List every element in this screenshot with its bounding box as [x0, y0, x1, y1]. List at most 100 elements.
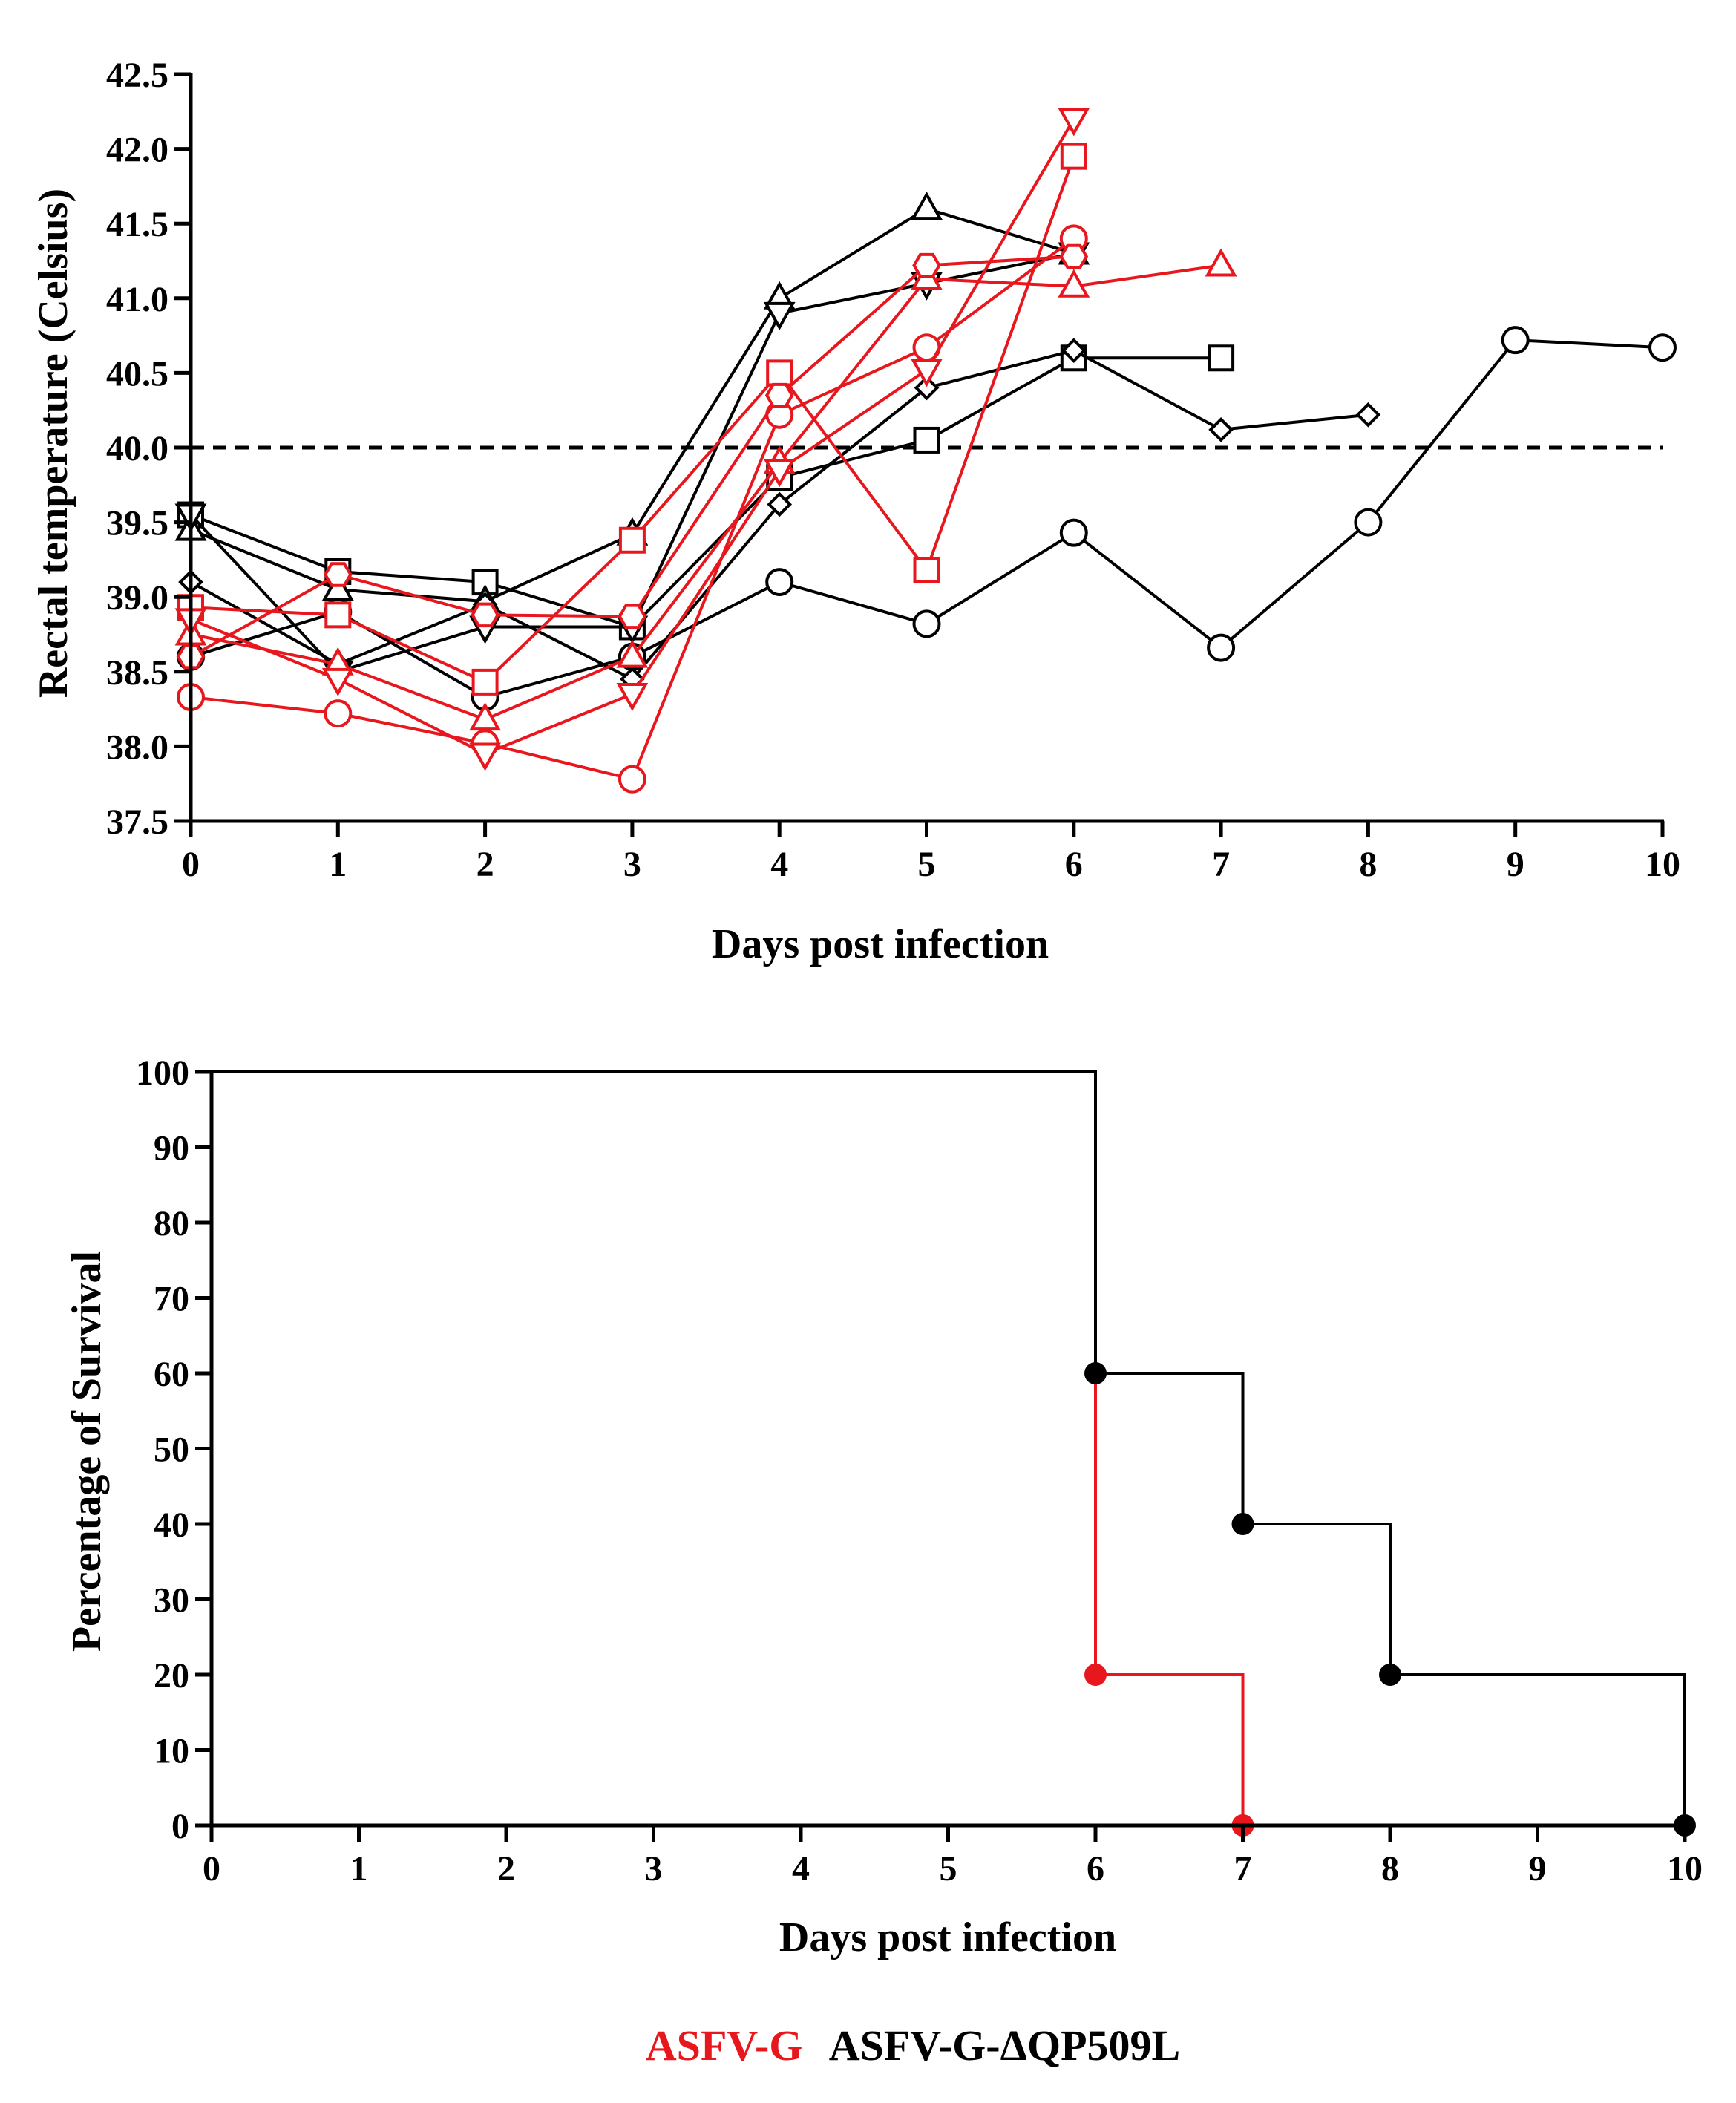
temperature-point — [766, 359, 793, 387]
survival-step-line — [212, 1070, 1245, 1825]
temperature-point — [321, 572, 354, 601]
temperature-series-red-hexagon — [176, 243, 1089, 670]
temperature-point — [1205, 248, 1237, 277]
survival-y-tick-label: 60 — [154, 1355, 189, 1394]
survival-chart: 0 10 20 30 40 50 60 70 80 90 100 0 1 2 3 4 5 6 7 8 9 10 Days … — [64, 1053, 1703, 1960]
temperature-point — [1207, 633, 1236, 662]
temperature-point — [913, 426, 940, 454]
survival-event-point — [1084, 1362, 1107, 1384]
survival-series — [212, 1070, 1696, 1837]
temperature-series-line — [190, 255, 1074, 658]
temperature-x-tick-label: 2 — [476, 845, 494, 884]
temperature-point — [618, 765, 646, 794]
temperature-y-tick-label: 38.5 — [106, 653, 168, 693]
survival-y-axis-title: Percentage of Survival — [64, 1251, 110, 1652]
survival-y-tick-label: 20 — [154, 1656, 189, 1695]
survival-y-tick-label: 90 — [154, 1129, 189, 1168]
temperature-point — [471, 668, 499, 696]
temperature-point — [1208, 417, 1234, 442]
temperature-point — [469, 742, 502, 771]
temperature-x-tick-label: 9 — [1507, 845, 1524, 884]
temperature-x-tick-label: 4 — [770, 845, 788, 884]
temperature-x-tick-label: 6 — [1065, 845, 1083, 884]
svg-text:ASFV-G ASFV-G-ΔQP509L: ASFV-G ASFV-G-ΔQP509L — [646, 2021, 1180, 2070]
temperature-x-tick-label: 8 — [1359, 845, 1377, 884]
temperature-chart: 37.5 38.0 38.5 39.0 39.5 40.0 40.5 41.0 41.5 42.0… — [30, 56, 1680, 967]
temperature-series-line — [190, 264, 1222, 722]
survival-x-axis-title: Days post infection — [779, 1914, 1116, 1960]
temperature-y-tick-label: 42.5 — [106, 56, 168, 95]
legend-item-asfv-g-dqp509l: ASFV-G-ΔQP509L — [829, 2021, 1181, 2070]
temperature-point — [616, 639, 649, 668]
temperature-y-tick-label: 42.0 — [106, 131, 168, 170]
temperature-y-tick-label: 37.5 — [106, 802, 168, 842]
survival-x-tick-label: 8 — [1381, 1849, 1399, 1888]
temperature-point — [911, 192, 943, 220]
temperature-y-tick-label: 40.5 — [106, 354, 168, 393]
temperature-point — [618, 526, 646, 554]
temperature-series — [174, 108, 1677, 794]
temperature-point — [912, 252, 941, 278]
temperature-point — [912, 609, 941, 638]
legend-item-asfv-g: ASFV-G — [646, 2021, 803, 2070]
temperature-point — [764, 382, 794, 408]
temperature-point — [469, 702, 502, 731]
temperature-series-red-triangle-down — [174, 108, 1090, 771]
temperature-y-axis-title: Rectal temperature (Celsius) — [30, 189, 76, 698]
temperature-axes: 37.5 38.0 38.5 39.0 39.5 40.0 40.5 41.0 41.5 42.0… — [106, 56, 1680, 884]
temperature-point — [1061, 338, 1087, 364]
temperature-series-red-square — [177, 143, 1087, 696]
temperature-point — [616, 682, 649, 712]
temperature-point — [911, 359, 943, 387]
temperature-x-tick-label: 3 — [623, 845, 641, 884]
survival-event-point — [1379, 1664, 1401, 1686]
temperature-series-line — [190, 155, 1075, 684]
temperature-y-tick-label: 38.0 — [106, 727, 168, 767]
temperature-series-red-triangle-up — [174, 248, 1237, 731]
survival-x-tick-label: 6 — [1087, 1849, 1104, 1888]
temperature-point — [471, 602, 499, 628]
temperature-x-tick-label: 0 — [182, 845, 200, 884]
survival-y-tick-label: 0 — [171, 1807, 189, 1846]
survival-y-tick-label: 80 — [154, 1204, 189, 1243]
survival-y-tick-label: 70 — [154, 1280, 189, 1319]
survival-x-tick-label: 2 — [497, 1849, 515, 1888]
temperature-point — [1059, 518, 1088, 547]
temperature-point — [913, 556, 940, 583]
survival-x-tick-label: 3 — [645, 1849, 663, 1888]
temperature-point — [1208, 344, 1235, 372]
temperature-point — [324, 601, 352, 629]
temperature-point — [1060, 143, 1087, 170]
temperature-y-tick-label: 39.0 — [106, 578, 168, 618]
temperature-point — [763, 459, 796, 488]
survival-event-point — [1084, 1664, 1107, 1686]
legend: ASFV-G ASFV-G-ΔQP509L — [646, 2021, 1180, 2070]
temperature-x-tick-label: 7 — [1212, 845, 1230, 884]
temperature-x-tick-label: 10 — [1645, 845, 1680, 884]
temperature-point — [1648, 333, 1677, 362]
survival-y-tick-label: 100 — [136, 1053, 189, 1093]
survival-x-tick-label: 9 — [1529, 1849, 1547, 1888]
temperature-point — [763, 301, 796, 330]
temperature-y-tick-label: 41.5 — [106, 205, 168, 244]
survival-x-tick-label: 1 — [350, 1849, 368, 1888]
temperature-point — [323, 562, 353, 587]
temperature-point — [618, 604, 647, 629]
survival-x-tick-label: 7 — [1234, 1849, 1252, 1888]
temperature-point — [324, 699, 353, 728]
survival-axes: 0 10 20 30 40 50 60 70 80 90 100 0 1 2 3 4 5 6 7 8 9 10 — [136, 1053, 1703, 1888]
temperature-y-tick-label: 40.0 — [106, 429, 168, 468]
temperature-x-tick-label: 5 — [918, 845, 936, 884]
temperature-point — [1058, 269, 1090, 298]
temperature-point — [765, 568, 794, 597]
survival-y-tick-label: 30 — [154, 1581, 189, 1620]
survival-event-point — [1231, 1513, 1254, 1535]
temperature-point — [321, 667, 354, 696]
temperature-point — [1058, 108, 1090, 137]
temperature-point — [914, 375, 940, 401]
survival-step-line — [212, 1070, 1686, 1825]
temperature-point — [1059, 243, 1089, 269]
temperature-point — [767, 491, 793, 517]
survival-x-tick-label: 10 — [1667, 1849, 1703, 1888]
